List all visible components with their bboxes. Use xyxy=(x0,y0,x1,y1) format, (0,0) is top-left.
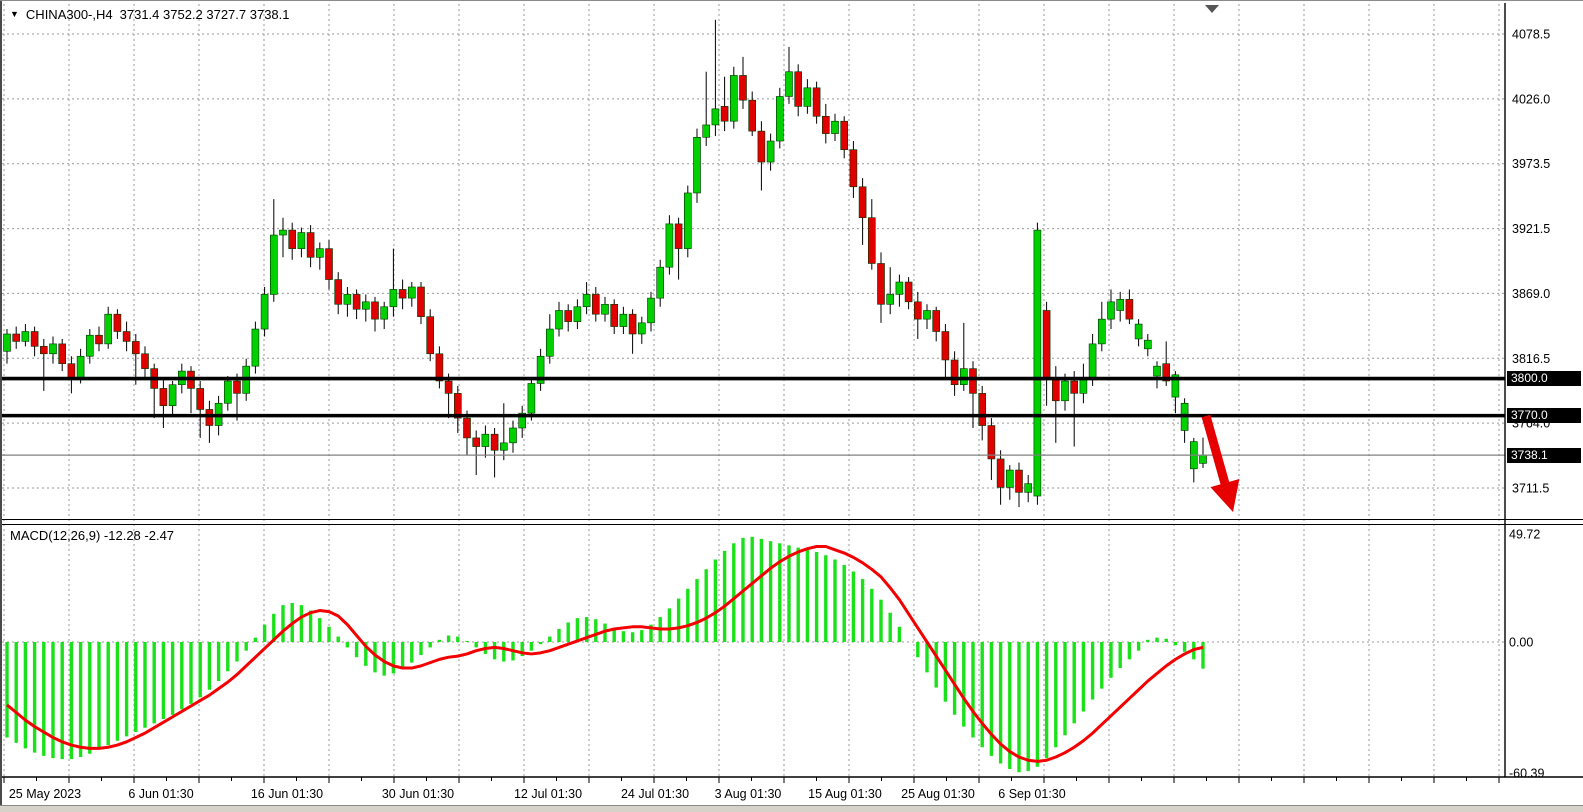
time-axis-label: 15 Aug 01:30 xyxy=(808,787,882,801)
macd-axis-tick: 49.72 xyxy=(1509,528,1540,542)
window-resize-strip xyxy=(0,805,1583,812)
price-axis-tick: 3711.5 xyxy=(1512,481,1549,495)
symbol-period-label: CHINA300-,H4 xyxy=(25,7,113,22)
time-axis-label: 3 Aug 01:30 xyxy=(715,787,782,801)
down-arrow-annotation-head xyxy=(1210,479,1240,512)
macd-indicator-label: MACD(12,26,9) -12.28 -2.47 xyxy=(10,528,175,543)
window-left-edge xyxy=(0,1,2,805)
current-bar-marker-icon xyxy=(1205,5,1219,13)
macd-axis-tick: 0.00 xyxy=(1509,636,1533,650)
panel-splitter[interactable] xyxy=(0,524,1583,525)
price-level-badge-3800: 3800.0 xyxy=(1507,371,1581,387)
macd-axis-tick: -60.39 xyxy=(1509,767,1544,781)
price-axis-tick: 4078.5 xyxy=(1512,28,1550,42)
panel-splitter[interactable] xyxy=(0,519,1583,520)
price-axis-tick: 3869.0 xyxy=(1512,287,1550,301)
time-axis-label: 6 Sep 01:30 xyxy=(998,787,1065,801)
quote-bar: ▼ CHINA300-,H4 3731.4 3752.2 3727.7 3738… xyxy=(10,7,290,22)
price-axis-tick: 3973.5 xyxy=(1512,157,1550,171)
price-axis-tick: 3921.5 xyxy=(1512,222,1550,236)
last-price-badge: 3738.1 xyxy=(1507,447,1581,463)
time-axis-label: 6 Jun 01:30 xyxy=(128,787,193,801)
time-axis-label: 16 Jun 01:30 xyxy=(251,787,323,801)
price-axis-tick: 3816.5 xyxy=(1512,352,1550,366)
price-level-badge-3770: 3770.0 xyxy=(1507,408,1581,424)
symbol-triangle-icon: ▼ xyxy=(10,9,19,19)
time-axis-label: 12 Jul 01:30 xyxy=(514,787,582,801)
down-arrow-annotation xyxy=(1201,414,1230,487)
time-axis-label: 25 Aug 01:30 xyxy=(901,787,975,801)
time-axis-label: 30 Jun 01:30 xyxy=(382,787,454,801)
price-axis-tick: 4026.0 xyxy=(1512,92,1550,106)
quote-ohlc-values: 3731.4 3752.2 3727.7 3738.1 xyxy=(119,7,290,22)
time-axis-label: 24 Jul 01:30 xyxy=(621,787,689,801)
time-axis-label: 25 May 2023 xyxy=(9,787,81,801)
